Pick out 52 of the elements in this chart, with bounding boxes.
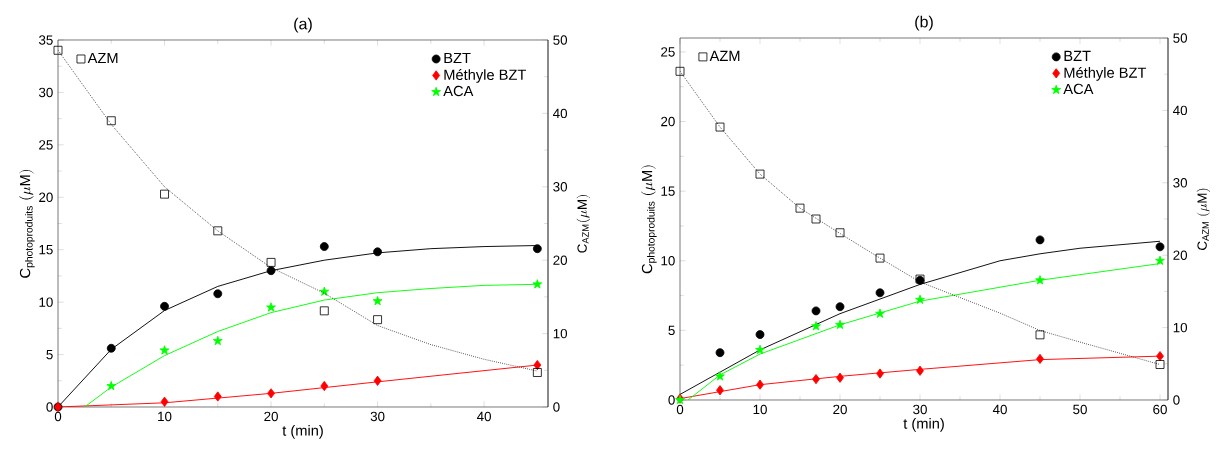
y2-axis-title: $\mathrm{C}_{\mathrm{AZM}}(\mu\mathrm{M})$ [576, 195, 591, 253]
chart-title: (a) [294, 17, 312, 33]
y-tick-label: 5 [46, 349, 53, 360]
legend-label: BZT [444, 52, 471, 64]
y-tick-label: 35 [38, 35, 53, 45]
legend-label: BZT [1064, 50, 1091, 61]
x-tick-label: 50 [1073, 404, 1087, 415]
x-tick-label: 20 [264, 411, 278, 422]
y2-tick-label: 20 [1173, 250, 1188, 260]
y2-tick-label: 10 [553, 328, 568, 339]
x-axis-title: t (min) [282, 424, 323, 439]
y2-tick-label: 30 [1173, 178, 1188, 188]
y-tick-label: 25 [661, 47, 675, 57]
x-tick-label: 30 [370, 411, 385, 422]
y-tick-label: 10 [39, 297, 53, 307]
legend-label: AZM [87, 52, 118, 64]
y-tick-label: 20 [661, 116, 675, 127]
x-tick-label: 0 [676, 404, 684, 415]
x-tick-label: 0 [54, 411, 62, 422]
y2-tick-label: 30 [553, 182, 568, 192]
legend-label: Méthyle BZT [1064, 66, 1147, 81]
x-tick-label: 10 [158, 411, 172, 422]
y-tick-label: 30 [38, 87, 53, 98]
y2-tick-label: 40 [1173, 105, 1188, 116]
legend-label: AZM [709, 50, 740, 61]
y-axis-title: $\mathrm{C}_{\mathrm{photoproduits}}\ (\mu\mathrm{M})$ [641, 165, 657, 274]
x-tick-label: 10 [753, 404, 767, 415]
x-tick-label: 30 [913, 404, 927, 415]
y-tick-label: 25 [39, 140, 53, 150]
x-tick-label: 40 [476, 411, 491, 422]
y-tick-label: 20 [39, 192, 53, 202]
legend-label: Méthyle BZT [444, 69, 527, 83]
y-tick-label: 5 [668, 325, 675, 336]
legend-label: ACA [1063, 83, 1094, 95]
y-tick-label: 15 [39, 245, 53, 255]
y-axis-title: $\mathrm{C}_{\mathrm{photoproduits}}\ (\mu\mathrm{M})$ [19, 169, 35, 278]
y2-axis-title: $\mathrm{C}_{\mathrm{AZM}}\ (\mu\mathrm{M})$ [1196, 188, 1211, 250]
y2-tick-label: 40 [553, 108, 568, 119]
x-tick-label: 40 [992, 404, 1007, 415]
y2-tick-label: 20 [553, 255, 568, 265]
legend-label: ACA [443, 85, 474, 97]
y-tick-label: 15 [661, 186, 675, 196]
y-tick-label: 10 [661, 256, 675, 266]
y2-tick-label: 10 [1173, 322, 1188, 333]
x-tick-label: 20 [833, 404, 847, 415]
x-axis-title: t (min) [903, 417, 944, 432]
y2-tick-label: 0 [1173, 395, 1180, 405]
y2-tick-label: 50 [553, 35, 568, 45]
y-tick-label: 0 [668, 395, 675, 405]
chart-title: (b) [915, 15, 933, 31]
y2-tick-label: 50 [1173, 33, 1188, 43]
x-tick-label: 60 [1153, 404, 1167, 415]
